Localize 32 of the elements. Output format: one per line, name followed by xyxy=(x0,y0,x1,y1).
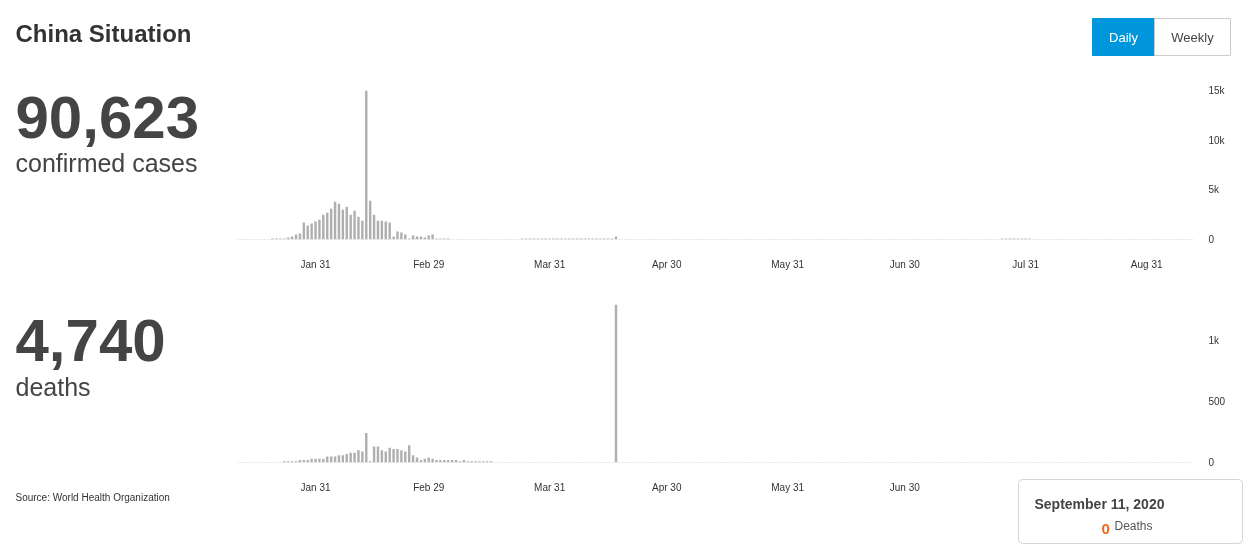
x-tick-label: Feb 29 xyxy=(413,258,445,270)
y-tick-label: 15k xyxy=(1208,85,1226,96)
y-tick-label: 5k xyxy=(1208,184,1221,196)
x-tick-label: Jun 30 xyxy=(889,258,921,270)
chart-title: China Situation xyxy=(15,20,192,47)
x-tick-label: May 31 xyxy=(771,481,805,493)
x-tick-label: Apr 30 xyxy=(651,258,682,270)
source-note: Source: World Health Organization xyxy=(15,492,170,504)
x-tick-label: Jan 31 xyxy=(300,258,331,270)
text: Deaths xyxy=(1114,518,1153,533)
x-tick-label: Feb 29 xyxy=(413,481,445,493)
x-tick-label: Jun 30 xyxy=(889,481,921,493)
text: 0 xyxy=(1101,519,1110,537)
x-tick-label: Mar 31 xyxy=(534,258,566,270)
x-tick-label: Apr 30 xyxy=(651,481,682,493)
y-tick-label: 10k xyxy=(1208,134,1226,146)
text: 90,623 xyxy=(15,84,200,151)
y-tick-label: 1k xyxy=(1208,334,1221,346)
x-tick-label: Aug 31 xyxy=(1130,258,1163,270)
x-tick-label: May 31 xyxy=(771,258,805,270)
x-tick-label: Mar 31 xyxy=(534,481,566,493)
text: Weekly xyxy=(1171,30,1215,45)
text: September 11, 2020 xyxy=(1034,495,1165,512)
text: deaths xyxy=(15,372,91,401)
y-tick-label: 0 xyxy=(1208,457,1215,468)
x-tick-label: Jul 31 xyxy=(1012,258,1040,270)
text: 4,740 xyxy=(15,306,166,374)
x-tick-label: Jan 31 xyxy=(300,481,331,493)
y-tick-label: 0 xyxy=(1208,234,1215,245)
y-tick-label: 500 xyxy=(1208,395,1226,407)
text: confirmed cases xyxy=(15,148,198,177)
text: Daily xyxy=(1109,30,1139,45)
